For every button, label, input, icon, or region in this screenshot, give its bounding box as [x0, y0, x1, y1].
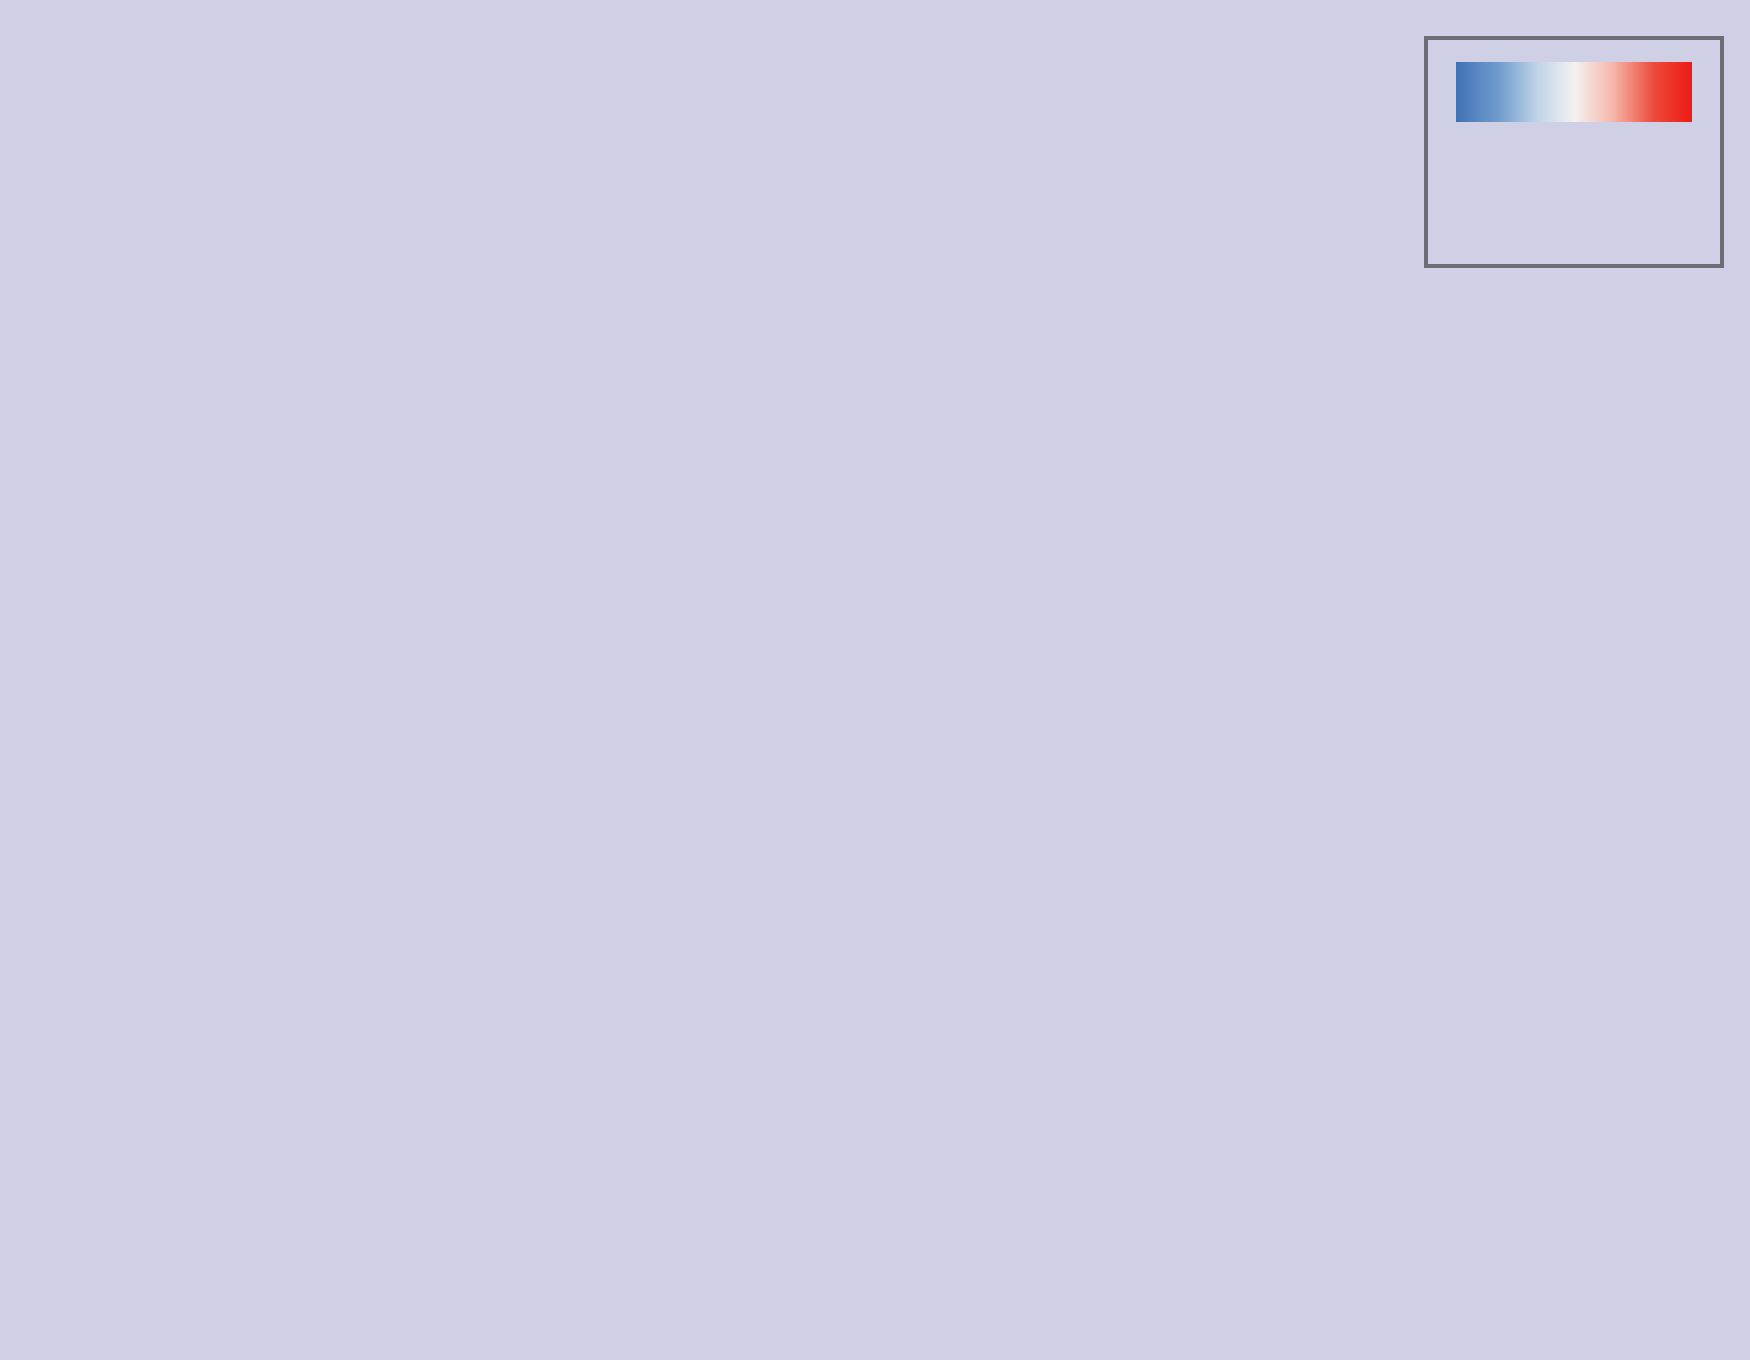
- legend-color-bar: [1456, 62, 1692, 122]
- legend-box: [1424, 36, 1724, 268]
